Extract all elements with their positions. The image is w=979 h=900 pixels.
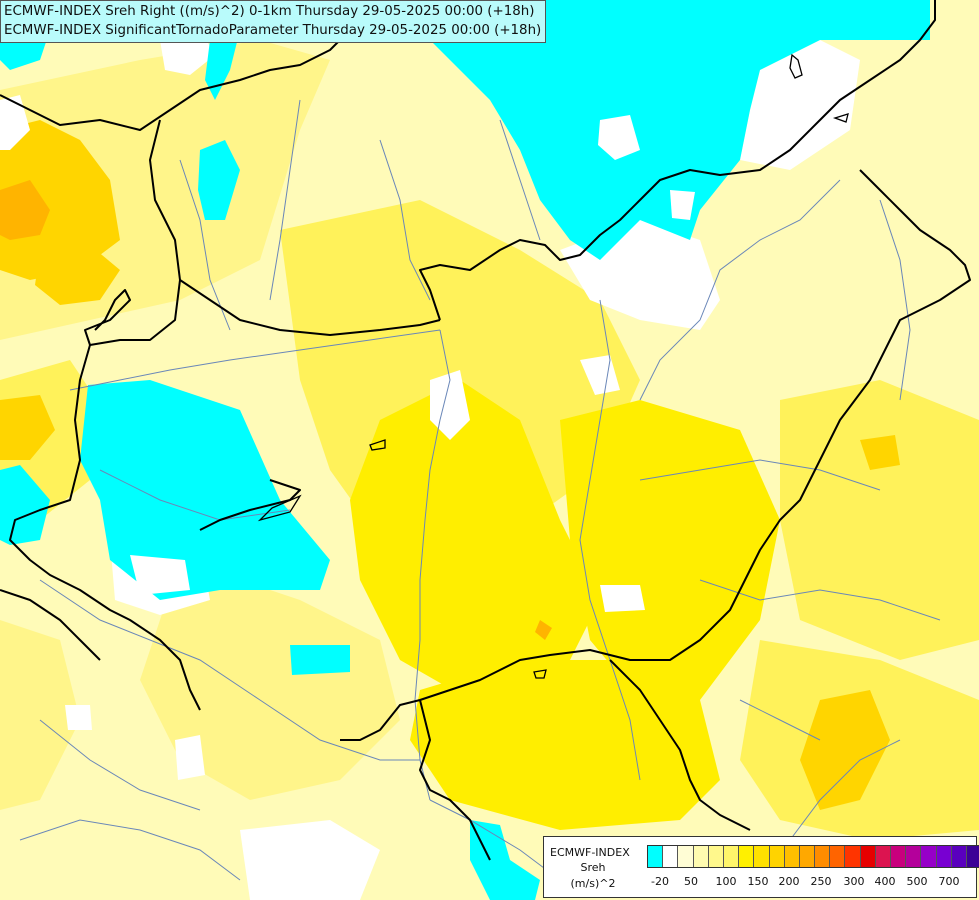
legend-tick-label: -20 (651, 875, 669, 888)
legend-swatch (921, 846, 937, 867)
legend-tick-label: 700 (938, 875, 960, 888)
legend-swatch (739, 846, 755, 867)
legend-swatch (860, 846, 876, 867)
legend-swatch (906, 846, 922, 867)
country-borders (0, 0, 971, 861)
legend-swatch (693, 846, 709, 867)
legend-swatch (648, 846, 664, 867)
sreh-field-cyan (0, 0, 930, 900)
sreh-field-gold (0, 120, 900, 810)
legend-source: ECMWF-INDEX (550, 846, 630, 859)
legend-swatch (830, 846, 846, 867)
legend-swatch (815, 846, 831, 867)
legend-tick-label: 200 (778, 875, 800, 888)
legend-tick-label: 150 (747, 875, 769, 888)
cyan-holes (130, 115, 695, 595)
legend-color-bar (647, 845, 979, 868)
legend-tick-label: 500 (906, 875, 928, 888)
rivers (19, 99, 941, 881)
title-line-2: ECMWF-INDEX SignificantTornadoParameter … (4, 23, 542, 38)
legend-ticks: -20 50 100 150 200 250 300 400 500 700 (644, 875, 974, 891)
legend-swatch (663, 846, 679, 867)
legend-swatch (891, 846, 907, 867)
color-legend: ECMWF-INDEX Sreh (m/s)^2 -20 50 100 150 200 2… (543, 836, 979, 898)
legend-swatch (708, 846, 724, 867)
legend-variable: Sreh (580, 861, 606, 874)
legend-swatch (966, 846, 979, 867)
legend-tick-label: 300 (843, 875, 865, 888)
legend-swatch (784, 846, 800, 867)
title-line-1: ECMWF-INDEX Sreh Right ((m/s)^2) 0-1km T… (4, 4, 535, 19)
lakes (257, 53, 849, 679)
legend-swatch (936, 846, 952, 867)
legend-swatch (951, 846, 967, 867)
legend-unit: (m/s)^2 (570, 877, 616, 890)
legend-tick-label: 250 (810, 875, 832, 888)
legend-swatch (678, 846, 694, 867)
legend-swatch (875, 846, 891, 867)
legend-tick-label: 50 (684, 875, 698, 888)
legend-swatch (723, 846, 740, 867)
legend-swatch (845, 846, 861, 867)
legend-swatch (799, 846, 816, 867)
map-title-box: ECMWF-INDEX Sreh Right ((m/s)^2) 0-1km T… (0, 0, 547, 43)
legend-swatch (754, 846, 770, 867)
legend-tick-label: 100 (715, 875, 737, 888)
legend-tick-label: 400 (874, 875, 896, 888)
legend-swatch (769, 846, 785, 867)
